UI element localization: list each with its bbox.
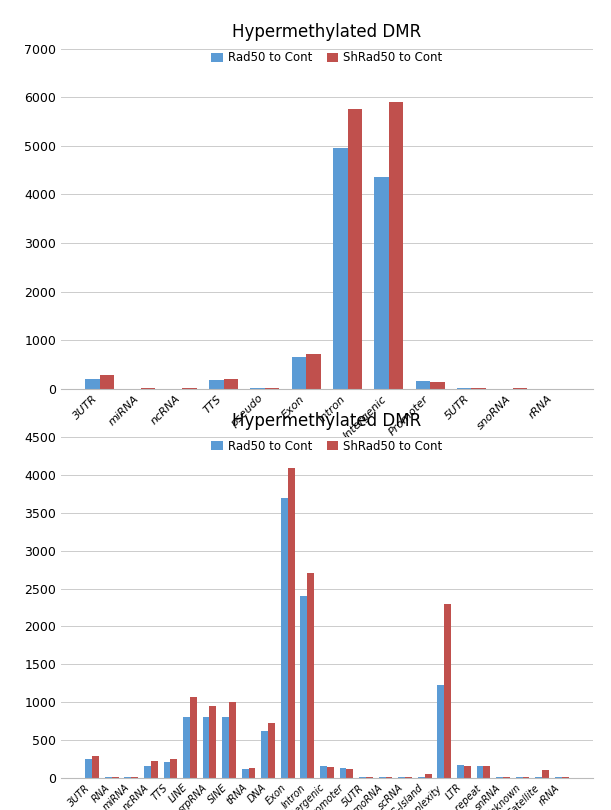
Bar	[464, 765, 470, 778]
Bar	[320, 766, 327, 778]
Bar	[224, 378, 238, 389]
Bar	[92, 757, 99, 778]
Bar	[457, 765, 464, 778]
Bar	[164, 762, 170, 778]
Bar	[348, 109, 362, 389]
Bar	[389, 102, 403, 389]
Bar	[415, 381, 430, 389]
Bar	[288, 467, 295, 778]
Bar	[268, 723, 275, 778]
Bar	[249, 768, 255, 778]
Bar	[306, 354, 321, 389]
Legend: Rad50 to Cont, ShRad50 to Cont: Rad50 to Cont, ShRad50 to Cont	[208, 48, 446, 68]
Bar	[100, 375, 114, 389]
Bar	[327, 767, 334, 778]
Bar	[333, 148, 348, 389]
Bar	[375, 177, 389, 389]
Bar	[262, 731, 268, 778]
Bar	[86, 759, 92, 778]
Bar	[281, 498, 288, 778]
Bar	[301, 596, 307, 778]
Bar	[144, 766, 151, 778]
Title: Hypermethylated DMR: Hypermethylated DMR	[232, 23, 422, 41]
Bar	[203, 717, 210, 778]
Bar	[242, 769, 249, 778]
Bar	[190, 697, 197, 778]
Bar	[425, 774, 431, 778]
Bar	[210, 706, 216, 778]
Bar	[183, 717, 190, 778]
Bar	[542, 770, 549, 778]
Bar	[346, 769, 353, 778]
Title: Hypermethylated DMR: Hypermethylated DMR	[232, 412, 422, 430]
Bar	[483, 766, 490, 778]
Bar	[151, 761, 158, 778]
Bar	[437, 685, 444, 778]
Bar	[477, 765, 483, 778]
Legend: Rad50 to Cont, ShRad50 to Cont: Rad50 to Cont, ShRad50 to Cont	[208, 437, 446, 457]
Bar	[444, 603, 451, 778]
Bar	[229, 702, 236, 778]
Bar	[430, 382, 445, 389]
Bar	[170, 759, 177, 778]
Bar	[86, 379, 100, 389]
Bar	[292, 357, 306, 389]
Bar	[222, 717, 229, 778]
Bar	[340, 768, 346, 778]
Bar	[307, 573, 314, 778]
Bar	[209, 380, 224, 389]
